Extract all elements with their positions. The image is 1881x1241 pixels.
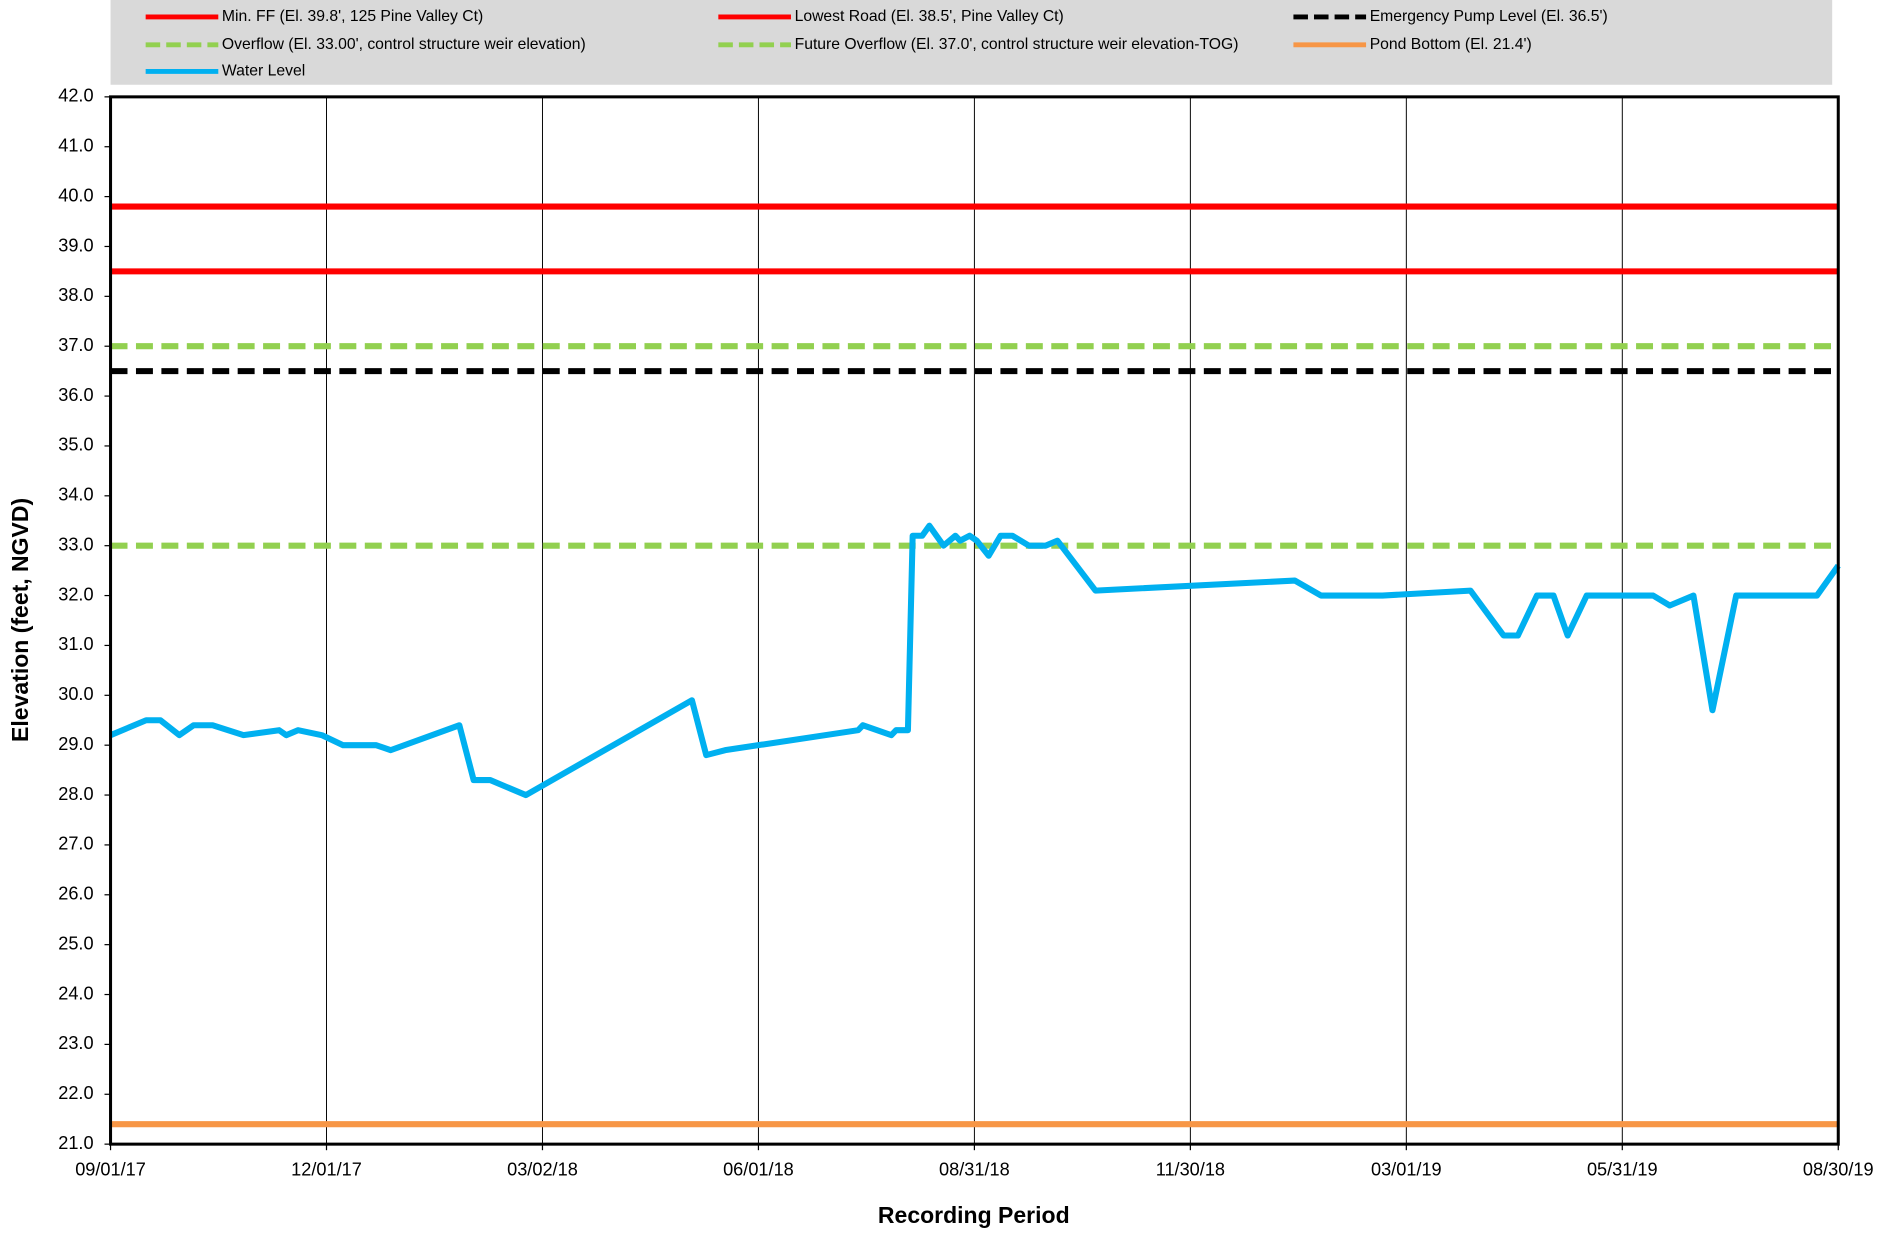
y-tick-label: 33.0 [58, 534, 93, 554]
y-tick-label: 29.0 [58, 734, 93, 754]
y-tick-label: 31.0 [58, 634, 93, 654]
y-tick-label: 23.0 [58, 1033, 93, 1053]
legend-label: Future Overflow (El. 37.0', control stru… [795, 36, 1239, 53]
y-tick-label: 22.0 [58, 1083, 93, 1103]
y-tick-label: 25.0 [58, 933, 93, 953]
legend-label: Min. FF (El. 39.8', 125 Pine Valley Ct) [222, 8, 483, 25]
legend-box [110, 0, 1833, 85]
y-tick-label: 40.0 [58, 185, 93, 205]
x-tick-label: 05/31/19 [1587, 1160, 1658, 1180]
y-tick-label: 24.0 [58, 983, 93, 1003]
plot-border [109, 95, 1840, 1146]
x-axis-label: Recording Period [878, 1202, 1070, 1228]
legend-label: Lowest Road (El. 38.5', Pine Valley Ct) [795, 8, 1064, 25]
legend-label: Pond Bottom (El. 21.4') [1370, 36, 1532, 53]
y-axis-label: Elevation (feet, NGVD) [7, 498, 33, 742]
y-tick-label: 36.0 [58, 385, 93, 405]
y-tick-label: 38.0 [58, 285, 93, 305]
x-tick-label: 03/01/19 [1371, 1160, 1442, 1180]
x-tick-label: 06/01/18 [723, 1160, 794, 1180]
y-tick-label: 30.0 [58, 684, 93, 704]
x-tick-label: 11/30/18 [1156, 1160, 1225, 1180]
legend-label: Overflow (El. 33.00', control structure … [222, 36, 586, 53]
x-tick-label: 08/31/18 [939, 1160, 1010, 1180]
y-tick-label: 26.0 [58, 884, 93, 904]
y-tick-label: 32.0 [58, 584, 93, 604]
y-tick-label: 34.0 [58, 485, 93, 505]
x-tick-label: 03/02/18 [507, 1160, 578, 1180]
legend-label: Emergency Pump Level (El. 36.5') [1370, 8, 1608, 25]
y-tick-label: 37.0 [58, 335, 93, 355]
x-tick-label: 12/01/17 [291, 1160, 362, 1180]
y-tick-label: 35.0 [58, 435, 93, 455]
y-tick-label: 21.0 [58, 1133, 93, 1153]
data-line [109, 522, 1841, 799]
x-tick-label: 09/01/17 [75, 1160, 146, 1180]
y-tick-label: 27.0 [58, 834, 93, 854]
y-tick-label: 28.0 [58, 784, 93, 804]
x-tick-label: 08/30/19 [1803, 1160, 1874, 1180]
legend-label: Water Level [222, 63, 305, 80]
y-tick-label: 42.0 [58, 86, 93, 106]
y-tick-label: 41.0 [58, 136, 93, 156]
y-tick-label: 39.0 [58, 235, 93, 255]
